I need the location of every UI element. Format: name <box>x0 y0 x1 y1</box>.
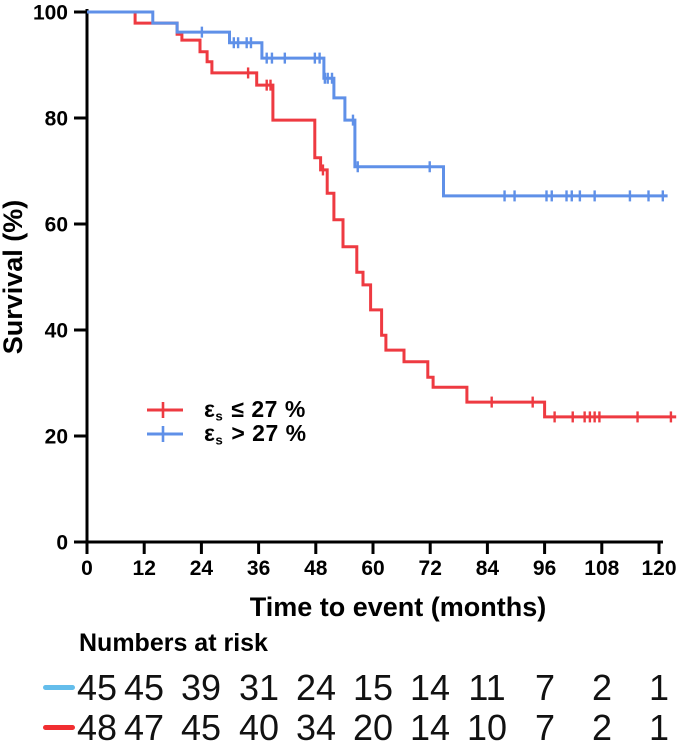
risk-count-low-strain-m72: 14 <box>409 707 451 742</box>
y-tick-label: 60 <box>45 214 68 237</box>
legend: εs ≤ 27 % εs > 27 % <box>146 396 307 448</box>
risk-count-high-strain-m108: 2 <box>591 667 613 708</box>
y-axis-title: Survival (%) <box>0 200 28 355</box>
risk-count-low-strain-m84: 10 <box>466 707 508 742</box>
survival-curve-high-strain <box>87 10 668 198</box>
legend-label-high-strain: εs > 27 % <box>204 420 307 448</box>
x-tick-label: 120 <box>641 557 676 580</box>
x-tick-label: 96 <box>533 557 556 580</box>
x-tick-label: 24 <box>190 557 214 580</box>
x-tick-label: 60 <box>361 557 384 580</box>
risk-count-high-strain-m36: 31 <box>238 667 280 708</box>
x-tick-label: 48 <box>304 557 328 580</box>
survival-chart: Survival (%) Time to event (months) 0 20 4… <box>0 2 677 623</box>
risk-swatch-low-strain <box>43 725 75 730</box>
risk-table-title: Numbers at risk <box>79 629 268 657</box>
risk-count-low-strain-m0: 48 <box>76 707 118 742</box>
x-tick-label: 36 <box>247 557 270 580</box>
x-tick-label: 72 <box>419 557 442 580</box>
y-tick-label: 40 <box>45 320 68 343</box>
censor-symbol-red-icon <box>147 402 183 418</box>
x-tick-label: 0 <box>81 557 93 580</box>
y-tick-label: 20 <box>45 426 68 449</box>
survival-curve-low-strain <box>87 10 677 419</box>
risk-count-low-strain-m108: 2 <box>591 707 613 742</box>
legend-item-high-strain: εs > 27 % <box>146 420 307 448</box>
risk-count-low-strain-m96: 7 <box>534 707 556 742</box>
risk-count-high-strain-m72: 14 <box>409 667 451 708</box>
risk-count-low-strain-m48: 34 <box>295 707 337 742</box>
risk-count-low-strain-m60: 20 <box>352 707 394 742</box>
risk-swatch-high-strain <box>43 685 75 690</box>
y-tick-label: 100 <box>33 2 68 25</box>
risk-count-low-strain-m120: 1 <box>648 707 670 742</box>
risk-count-high-strain-m96: 7 <box>534 667 556 708</box>
x-tick-label: 12 <box>133 557 156 580</box>
risk-count-high-strain-m84: 11 <box>468 667 506 708</box>
risk-row-high-strain: 45 45 39 31 24 15 14 11 7 2 1 <box>0 669 685 707</box>
x-tick-label: 84 <box>476 557 500 580</box>
risk-count-low-strain-m36: 40 <box>238 707 280 742</box>
risk-count-low-strain-m24: 45 <box>180 707 222 742</box>
x-axis-title: Time to event (months) <box>250 592 547 622</box>
y-tick-label: 0 <box>56 532 68 555</box>
censor-symbol-blue-icon <box>147 426 183 442</box>
risk-count-high-strain-m60: 15 <box>352 667 394 708</box>
risk-count-low-strain-m12: 47 <box>123 707 165 742</box>
risk-row-low-strain: 48 47 45 40 34 20 14 10 7 2 1 <box>0 709 685 742</box>
x-tick-label: 108 <box>584 557 619 580</box>
y-tick-label: 80 <box>45 108 68 131</box>
legend-label-low-strain: εs ≤ 27 % <box>204 396 306 424</box>
risk-count-high-strain-m0: 45 <box>76 667 118 708</box>
risk-count-high-strain-m24: 39 <box>180 667 222 708</box>
risk-count-high-strain-m120: 1 <box>648 667 670 708</box>
risk-count-high-strain-m48: 24 <box>295 667 337 708</box>
legend-item-low-strain: εs ≤ 27 % <box>146 396 307 424</box>
risk-count-high-strain-m12: 45 <box>123 667 165 708</box>
